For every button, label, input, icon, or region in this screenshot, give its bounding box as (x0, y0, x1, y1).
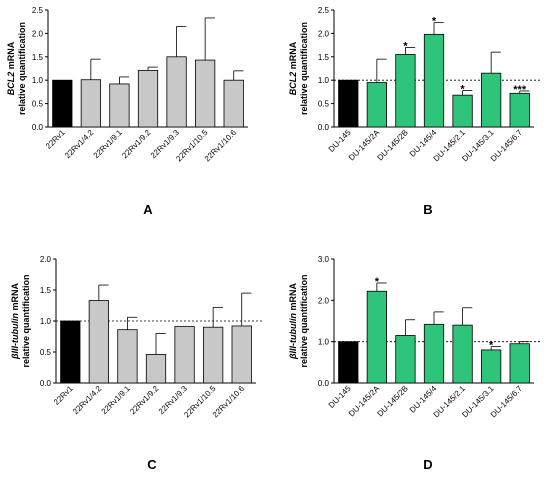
x-tick-label: 22Rv1/9.1 (92, 128, 125, 161)
y-tick-label: 0.5 (32, 100, 44, 109)
y-tick-label: 0.0 (318, 123, 330, 132)
bar-22rv1-4-2 (80, 79, 101, 128)
y-axis-label-line2: relative quantification (21, 274, 31, 367)
chart-panel-a: 0.00.51.01.52.02.522Rv122Rv1/4.222Rv1/9.… (6, 6, 248, 217)
x-tick-label: 22Rv1/9.1 (100, 384, 133, 417)
panel-letter: A (143, 202, 153, 217)
y-tick-label: 0.0 (40, 379, 52, 388)
bar-du-145-2-1 (452, 94, 473, 128)
bar-du-145-3-1 (481, 349, 502, 384)
significance-marker: * (489, 340, 494, 352)
x-tick-label: DU-145/2B (375, 384, 409, 418)
y-tick-label: 0.5 (318, 100, 330, 109)
x-tick-label: 22Rv1/9.2 (120, 128, 153, 161)
panel-letter: D (423, 457, 432, 472)
bar-du-145-6-7 (509, 92, 530, 128)
chart-panel-c: 0.00.51.01.52.022Rv122Rv1/4.222Rv1/9.122… (10, 255, 262, 472)
significance-marker: * (375, 276, 380, 288)
y-tick-label: 2.0 (318, 296, 330, 305)
y-tick-label: 1.0 (318, 76, 330, 85)
x-tick-label: 22Rv1/9.2 (128, 384, 161, 417)
panel-letter: C (147, 457, 157, 472)
y-tick-label: 0.0 (318, 379, 330, 388)
significance-marker: *** (513, 84, 527, 96)
bar-du-145-2a (366, 290, 387, 384)
y-tick-label: 2.0 (32, 29, 44, 38)
y-tick-label: 0.5 (40, 348, 52, 357)
y-tick-label: 1.5 (318, 53, 330, 62)
y-tick-label: 2.5 (318, 6, 330, 15)
bar-du-145 (338, 79, 359, 128)
significance-marker: * (403, 40, 408, 52)
x-tick-label: DU-145 (327, 384, 353, 410)
bar-22rv1-9-3 (166, 56, 187, 128)
y-tick-label: 2.0 (318, 29, 330, 38)
x-tick-label: 22Rv1 (44, 128, 67, 151)
y-tick-label: 0.0 (32, 123, 44, 132)
y-axis-label: BCL2 mRNA (6, 41, 16, 95)
y-tick-label: 1.0 (32, 76, 44, 85)
x-tick-label: DU-145/2B (375, 128, 409, 162)
bar-du-145 (338, 341, 359, 384)
bar-22rv1-9-1 (117, 329, 138, 384)
significance-marker: * (432, 16, 437, 28)
y-tick-label: 2.0 (40, 255, 52, 264)
y-tick-label: 1.0 (318, 338, 330, 347)
bar-du-145-2b (395, 335, 416, 384)
bar-du-145-4 (423, 33, 445, 128)
bar-22rv1-9-3 (174, 326, 195, 384)
bar-du-145-4 (423, 323, 445, 384)
y-axis-label-line2: relative quantification (17, 22, 27, 115)
x-tick-label: 22Rv1/10.6 (203, 128, 239, 164)
chart-panel-b: 0.00.51.01.52.02.5DU-145DU-145/2A*DU-145… (288, 6, 540, 217)
y-axis-label-line2: relative quantification (299, 22, 309, 115)
bar-22rv1-9-2 (145, 354, 167, 384)
x-tick-label: DU-145 (327, 128, 353, 154)
bar-22rv1-10-6 (223, 79, 244, 128)
bar-22rv1 (52, 79, 73, 128)
y-tick-label: 1.5 (40, 286, 52, 295)
bar-22rv1 (60, 320, 81, 384)
bar-du-145-6-7 (509, 343, 530, 384)
bar-du-145-3-1 (481, 72, 502, 128)
y-axis-label: BCL2 mRNA (288, 41, 298, 95)
x-tick-label: 22Rv1/10.6 (211, 384, 247, 420)
bar-22rv1-4-2 (88, 300, 109, 384)
y-tick-label: 1.5 (32, 53, 44, 62)
chart-panel-d: 0.01.02.03.0DU-145*DU-145/2ADU-145/2BDU-… (288, 255, 540, 472)
bar-22rv1-9-1 (109, 83, 130, 128)
bar-du-145-2a (366, 82, 387, 128)
y-tick-label: 3.0 (318, 255, 330, 264)
y-axis-label: βIII-tubulin mRNA (288, 282, 298, 360)
y-tick-label: 2.5 (32, 6, 44, 15)
x-tick-label: 22Rv1/4.2 (63, 128, 96, 161)
y-axis-label: βIII-tubulin mRNA (10, 282, 20, 360)
bar-du-145-2b (395, 54, 416, 128)
bar-22rv1-10-5 (203, 326, 224, 384)
significance-marker: * (460, 83, 465, 95)
bar-22rv1-10-6 (231, 325, 252, 384)
x-tick-label: 22Rv1/4.2 (71, 384, 104, 417)
bar-22rv1-10-5 (195, 59, 216, 128)
y-axis-label-line2: relative quantification (299, 274, 309, 367)
bar-22rv1-9-2 (137, 69, 159, 128)
x-tick-label: 22Rv1 (52, 384, 75, 407)
panel-letter: B (423, 202, 432, 217)
y-tick-label: 1.0 (40, 317, 52, 326)
bar-du-145-2-1 (452, 324, 473, 384)
